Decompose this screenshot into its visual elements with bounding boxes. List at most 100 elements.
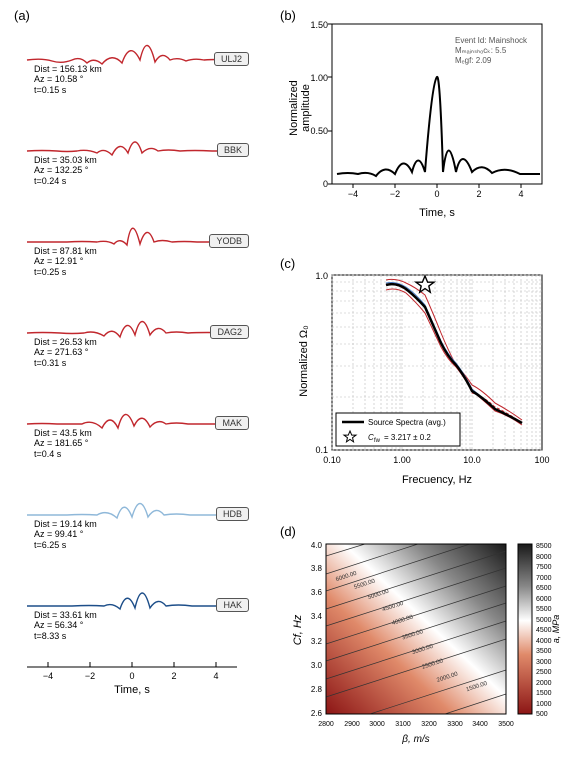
trace-t: t=0.31 s [34,358,97,368]
trace-block-3: Dist = 26.53 km Az = 271.63 ° t=0.31 s D… [12,293,267,384]
panel-b: 0 0.50 1.00 1.50 −4 −2 0 2 4 [290,14,565,224]
svg-text:6500: 6500 [536,585,552,592]
svg-text:2000: 2000 [536,680,552,687]
station-badge-1: BBK [217,143,249,157]
svg-text:−2: −2 [390,189,400,199]
svg-text:3.8: 3.8 [311,564,323,573]
svg-text:2.6: 2.6 [311,709,323,718]
svg-text:10.0: 10.0 [463,455,481,465]
d-cbar-label: a, MPa [551,599,561,659]
trace-block-4: Dist = 43.5 km Az = 181.65 ° t=0.4 s MAK [12,384,267,475]
b-ylabel: Normalized amplitude [288,58,312,158]
tick: −2 [85,671,95,681]
trace-block-6: Dist = 33.61 km Az = 56.34 ° t=8.33 s HA… [12,566,267,657]
trace-4-info: Dist = 43.5 km Az = 181.65 ° t=0.4 s [34,428,92,459]
svg-text:4: 4 [518,189,523,199]
svg-text:2900: 2900 [344,721,360,728]
trace-dist: Dist = 87.81 km [34,246,97,256]
trace-block-5: Dist = 19.14 km Az = 99.41 ° t=6.25 s HD… [12,475,267,566]
svg-text:1.00: 1.00 [393,455,411,465]
panel-d-svg: 1500.00 2000.00 2500.00 3000.00 3500.00 … [290,534,565,756]
station-badge-5: HDB [216,507,249,521]
trace-t: t=0.15 s [34,85,102,95]
trace-1-info: Dist = 35.03 km Az = 132.25 ° t=0.24 s [34,155,97,186]
trace-6-info: Dist = 33.61 km Az = 56.34 ° t=8.33 s [34,610,97,641]
svg-text:0.50: 0.50 [310,126,328,136]
trace-0-info: Dist = 156.13 km Az = 10.58 ° t=0.15 s [34,64,102,95]
svg-text:1000: 1000 [536,701,552,708]
trace-az: Az = 181.65 ° [34,438,92,448]
svg-text:5000: 5000 [536,617,552,624]
trace-t: t=8.33 s [34,631,97,641]
svg-text:100: 100 [534,455,549,465]
trace-dist: Dist = 35.03 km [34,155,97,165]
svg-text:2.8: 2.8 [311,685,323,694]
svg-text:8500: 8500 [536,543,552,550]
tick: 4 [213,671,218,681]
svg-text:−4: −4 [348,189,358,199]
svg-text:3000: 3000 [369,721,385,728]
time-axis-a: −4 −2 0 2 4 Time, s [12,657,267,697]
trace-t: t=6.25 s [34,540,97,550]
svg-text:0.1: 0.1 [315,445,328,455]
svg-text:3200: 3200 [421,721,437,728]
svg-text:1.00: 1.00 [310,73,328,83]
svg-text:6000: 6000 [536,596,552,603]
trace-5-info: Dist = 19.14 km Az = 99.41 ° t=6.25 s [34,519,97,550]
trace-t: t=0.24 s [34,176,97,186]
station-badge-0: ULJ2 [214,52,249,66]
svg-text:3.6: 3.6 [311,588,323,597]
svg-text:0: 0 [323,179,328,189]
trace-az: Az = 10.58 ° [34,74,102,84]
trace-az: Az = 12.91 ° [34,256,97,266]
trace-3-info: Dist = 26.53 km Az = 271.63 ° t=0.31 s [34,337,97,368]
trace-az: Az = 99.41 ° [34,529,97,539]
panel-c: 0.1 1.0 0.10 1.00 10.0 100 Source Spectr… [290,265,565,495]
svg-text:3100: 3100 [395,721,411,728]
station-badge-6: HAK [216,598,249,612]
trace-az: Az = 56.34 ° [34,620,97,630]
svg-text:3300: 3300 [447,721,463,728]
svg-text:2: 2 [476,189,481,199]
panel-c-svg: 0.1 1.0 0.10 1.00 10.0 100 Source Spectr… [290,265,565,495]
svg-text:2500: 2500 [536,669,552,676]
svg-text:3000: 3000 [536,659,552,666]
svg-text:3.2: 3.2 [311,637,323,646]
trace-dist: Dist = 43.5 km [34,428,92,438]
trace-dist: Dist = 33.61 km [34,610,97,620]
traces-column: Dist = 156.13 km Az = 10.58 ° t=0.15 s U… [12,20,267,755]
tick: 0 [129,671,134,681]
d-ylabel: Cf, Hz [292,590,304,670]
svg-text:1500: 1500 [536,690,552,697]
svg-text:4500: 4500 [536,627,552,634]
svg-text:1.50: 1.50 [310,20,328,30]
trace-az: Az = 271.63 ° [34,347,97,357]
panel-d: 1500.00 2000.00 2500.00 3000.00 3500.00 … [290,534,565,756]
svg-text:3.4: 3.4 [311,612,323,621]
svg-text:4000: 4000 [536,638,552,645]
svg-text:8000: 8000 [536,554,552,561]
svg-text:5500: 5500 [536,606,552,613]
svg-text:3500: 3500 [498,721,514,728]
station-badge-4: MAK [215,416,249,430]
station-badge-3: DAG2 [210,325,249,339]
c-legend-2c: = 3.217 ± 0.2 [384,433,431,442]
c-legend-2b: fw [374,438,381,444]
b-info-l2: Mₘₐᵢₙₛₕₒcₖ: 5.5 [455,46,527,56]
d-xlabel: β, m/s [401,734,429,745]
trace-t: t=0.25 s [34,267,97,277]
svg-text:3500: 3500 [536,648,552,655]
x-label: Time, s [114,684,150,696]
svg-text:1.0: 1.0 [315,271,328,281]
svg-text:500: 500 [536,711,548,718]
svg-text:2800: 2800 [318,721,334,728]
b-info-l1: Event Id: Mainshock [455,36,527,46]
c-ylabel: Normalized Ω₀ [298,311,310,411]
b-info-box: Event Id: Mainshock Mₘₐᵢₙₛₕₒcₖ: 5.5 Mₑgf… [455,36,527,66]
svg-text:4.0: 4.0 [311,541,323,550]
trace-dist: Dist = 26.53 km [34,337,97,347]
svg-text:3400: 3400 [472,721,488,728]
trace-block-1: Dist = 35.03 km Az = 132.25 ° t=0.24 s B… [12,111,267,202]
svg-text:0.10: 0.10 [323,455,341,465]
c-legend-1: Source Spectra (avg.) [368,418,446,427]
